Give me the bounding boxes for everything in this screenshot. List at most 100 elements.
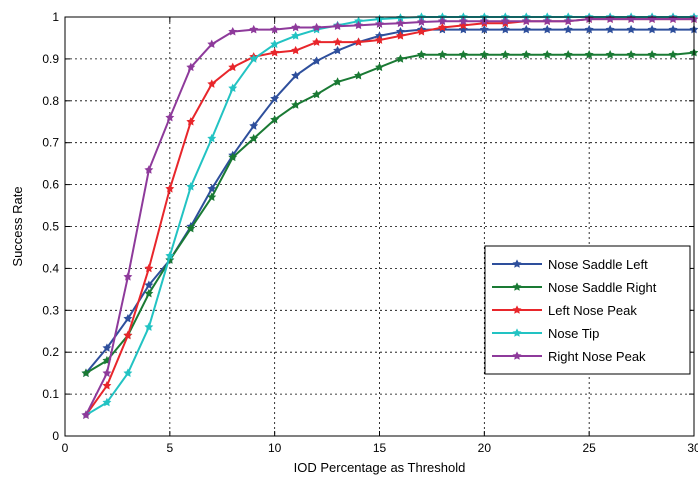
legend-item: Nose Saddle Right <box>492 280 657 295</box>
data-point <box>207 79 217 88</box>
data-point <box>647 50 657 59</box>
x-tick-label: 25 <box>582 441 596 455</box>
y-tick-label: 0.5 <box>42 220 59 234</box>
data-point <box>437 50 447 59</box>
data-point <box>186 117 196 126</box>
data-point <box>605 14 615 23</box>
data-point <box>102 343 112 352</box>
data-point <box>144 322 154 331</box>
legend-item: Left Nose Peak <box>492 303 637 318</box>
data-point <box>123 368 133 377</box>
y-tick-label: 0 <box>52 429 59 443</box>
data-point <box>333 37 343 46</box>
data-point <box>270 39 280 49</box>
data-point <box>375 62 384 72</box>
data-point <box>605 50 615 59</box>
data-point <box>228 83 238 93</box>
y-axis-label: Success Rate <box>10 186 25 266</box>
x-tick-label: 0 <box>62 441 69 455</box>
data-point <box>333 45 343 55</box>
data-point <box>563 50 573 59</box>
data-point <box>123 314 133 323</box>
data-point <box>500 50 510 59</box>
data-point <box>354 37 363 46</box>
data-point <box>458 24 468 34</box>
legend-swatch-marker <box>512 282 522 291</box>
data-point <box>626 24 636 34</box>
legend-item: Right Nose Peak <box>492 349 646 364</box>
legend-swatch-marker <box>512 351 522 360</box>
data-point <box>270 47 280 57</box>
x-axis-label: IOD Percentage as Threshold <box>294 460 466 475</box>
legend-label: Nose Saddle Left <box>548 257 648 272</box>
data-point <box>437 22 447 32</box>
data-point <box>249 24 259 34</box>
data-point <box>207 192 217 201</box>
data-point <box>123 330 133 340</box>
data-point <box>291 45 301 55</box>
data-point <box>500 24 510 34</box>
data-point <box>228 26 238 36</box>
data-point <box>249 54 259 63</box>
data-point <box>102 381 112 390</box>
data-point <box>542 50 552 59</box>
x-tick-label: 5 <box>166 441 173 455</box>
y-tick-label: 0.1 <box>42 387 59 401</box>
series-line <box>85 51 695 375</box>
x-tick-label: 10 <box>268 441 282 455</box>
data-point <box>228 152 238 162</box>
data-point <box>668 50 678 59</box>
legend-swatch-marker <box>512 259 522 268</box>
legend: Nose Saddle Left Nose Saddle Right Left No… <box>484 245 691 375</box>
data-point <box>291 22 301 32</box>
data-point <box>228 62 238 72</box>
x-tick-label: 20 <box>478 441 492 455</box>
data-point <box>458 50 468 59</box>
data-point <box>270 94 280 103</box>
data-point <box>333 77 343 86</box>
data-point <box>144 165 154 174</box>
data-point <box>521 16 531 25</box>
y-tick-label: 0.4 <box>42 261 59 275</box>
data-point <box>500 16 510 25</box>
series-layer <box>81 12 698 419</box>
data-point <box>668 14 678 23</box>
data-point <box>81 410 91 419</box>
data-point <box>249 121 259 130</box>
data-point <box>102 368 112 377</box>
data-point <box>270 24 280 34</box>
legend-swatch-marker <box>512 305 522 314</box>
series-line <box>85 18 694 416</box>
y-tick-label: 0.3 <box>42 303 59 317</box>
data-point <box>542 16 552 25</box>
data-point <box>186 223 196 233</box>
data-point <box>249 133 259 143</box>
data-point <box>312 89 322 99</box>
data-point <box>186 182 196 191</box>
data-point <box>458 20 468 30</box>
data-point <box>123 272 133 281</box>
data-point <box>144 263 154 273</box>
y-tick-label: 0.9 <box>42 52 59 66</box>
tick-labels: 0 5 10 15 20 25 30 0 0.1 0.2 0.3 0.4 0.5 0.6 0.7 0.8 0.9… <box>42 10 698 455</box>
data-point <box>416 17 426 26</box>
legend-label: Nose Saddle Right <box>548 280 657 295</box>
data-point <box>354 20 363 30</box>
data-point <box>291 70 301 80</box>
data-point <box>396 18 405 28</box>
data-point <box>521 50 531 59</box>
y-tick-label: 0.6 <box>42 178 59 192</box>
x-tick-label: 30 <box>687 441 698 455</box>
data-point <box>312 22 322 32</box>
legend-label: Right Nose Peak <box>548 349 646 364</box>
data-point <box>144 280 154 289</box>
data-point <box>626 14 636 23</box>
data-point <box>542 24 552 34</box>
data-point <box>186 62 196 72</box>
legend-item: Nose Tip <box>492 326 599 341</box>
data-point <box>333 21 343 30</box>
data-point <box>479 24 489 34</box>
x-tick-label: 15 <box>373 441 387 455</box>
data-point <box>416 26 426 36</box>
